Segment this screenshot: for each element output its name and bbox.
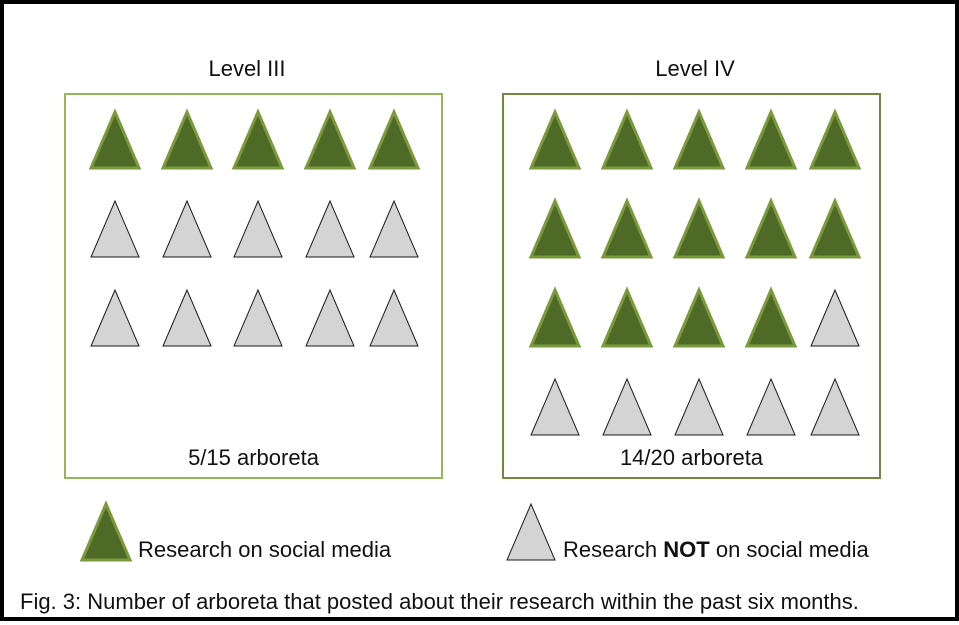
level-3-research-triangle-2: [160, 108, 214, 170]
level-3-research-triangle-5: [367, 108, 421, 170]
level-4-research-triangle-2: [600, 108, 654, 170]
legend-not-suffix: on social media: [709, 537, 869, 562]
level-3-research-triangle-3: [231, 108, 285, 170]
level-4-not-research-triangle-15: [810, 288, 860, 347]
level-4-research-triangle-10: [808, 197, 862, 259]
level-3-not-research-triangle-11: [90, 288, 140, 347]
level-4-research-triangle-7: [600, 197, 654, 259]
legend-label-not-research: Research NOT on social media: [563, 537, 869, 563]
level-3-not-research-triangle-14: [305, 288, 355, 347]
legend-label-research: Research on social media: [138, 537, 392, 562]
figure-caption: Fig. 3: Number of arboreta that posted a…: [20, 589, 859, 614]
triangle-pictograph: [79, 108, 862, 562]
panel-caption-level-3: 5/15 arboreta: [188, 445, 319, 470]
legend-not-research-triangle-icon: [506, 502, 556, 561]
level-4-research-triangle-3: [672, 108, 726, 170]
level-3-not-research-triangle-10: [369, 199, 419, 258]
level-4-research-triangle-13: [672, 286, 726, 348]
legend-not-prefix: Research: [563, 537, 664, 562]
level-4-not-research-triangle-17: [602, 377, 652, 436]
level-4-research-triangle-11: [528, 286, 582, 348]
level-4-not-research-triangle-18: [674, 377, 724, 436]
level-3-not-research-triangle-6: [90, 199, 140, 258]
level-3-not-research-triangle-9: [305, 199, 355, 258]
level-3-research-triangle-4: [303, 108, 357, 170]
level-3-not-research-triangle-7: [162, 199, 212, 258]
legend-not-bold: NOT: [663, 537, 710, 562]
level-3-not-research-triangle-15: [369, 288, 419, 347]
level-4-research-triangle-5: [808, 108, 862, 170]
level-3-not-research-triangle-12: [162, 288, 212, 347]
level-4-not-research-triangle-20: [810, 377, 860, 436]
level-4-research-triangle-12: [600, 286, 654, 348]
level-4-not-research-triangle-19: [746, 377, 796, 436]
level-4-research-triangle-4: [744, 108, 798, 170]
level-4-research-triangle-14: [744, 286, 798, 348]
level-4-research-triangle-1: [528, 108, 582, 170]
level-4-research-triangle-8: [672, 197, 726, 259]
level-3-not-research-triangle-13: [233, 288, 283, 347]
legend-research-triangle-icon: [79, 500, 133, 562]
level-3-research-triangle-1: [88, 108, 142, 170]
level-4-research-triangle-6: [528, 197, 582, 259]
panel-caption-level-4: 14/20 arboreta: [619, 445, 764, 470]
panel-title-level-4: Level IV: [655, 56, 735, 81]
level-4-not-research-triangle-16: [530, 377, 580, 436]
level-3-not-research-triangle-8: [233, 199, 283, 258]
level-4-research-triangle-9: [744, 197, 798, 259]
panel-title-level-3: Level III: [208, 56, 286, 81]
